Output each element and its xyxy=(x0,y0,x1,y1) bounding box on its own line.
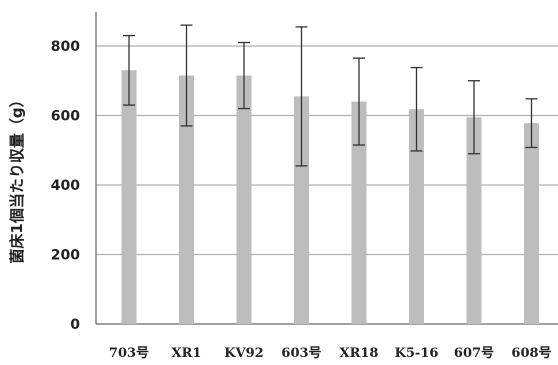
y-tick-label: 800 xyxy=(51,39,80,55)
error-bar-layer xyxy=(123,24,538,167)
bar xyxy=(236,75,252,324)
x-category-label: 607号 xyxy=(454,346,494,361)
y-tick-label: 400 xyxy=(51,178,80,194)
x-category-label: 608号 xyxy=(511,346,551,361)
bar xyxy=(409,109,424,325)
bar xyxy=(179,75,194,324)
grid-layer xyxy=(95,12,558,325)
bar xyxy=(524,123,539,325)
y-tick-label: 200 xyxy=(51,248,80,264)
bar xyxy=(121,70,137,324)
x-category-label: XR18 xyxy=(340,346,379,361)
x-category-label: XR1 xyxy=(172,346,202,361)
bar-layer xyxy=(121,70,539,325)
x-category-label: KV92 xyxy=(224,346,263,361)
bar xyxy=(466,117,482,324)
bar xyxy=(294,96,309,324)
y-tick-label: 0 xyxy=(70,317,80,333)
y-tick-label: 600 xyxy=(51,109,80,125)
x-category-label: 603号 xyxy=(281,346,321,361)
bar xyxy=(351,101,367,324)
x-category-label: K5-16 xyxy=(395,346,439,361)
y-tick-layer: 0 200 400 600 800 xyxy=(51,39,80,333)
x-category-label: 703号 xyxy=(109,346,149,361)
x-category-layer: 703号 XR1 KV92 603号 XR18 K5-16 607号 608号 xyxy=(109,346,552,361)
y-axis-title: 菌床1個当たり収量（g） xyxy=(8,92,26,263)
